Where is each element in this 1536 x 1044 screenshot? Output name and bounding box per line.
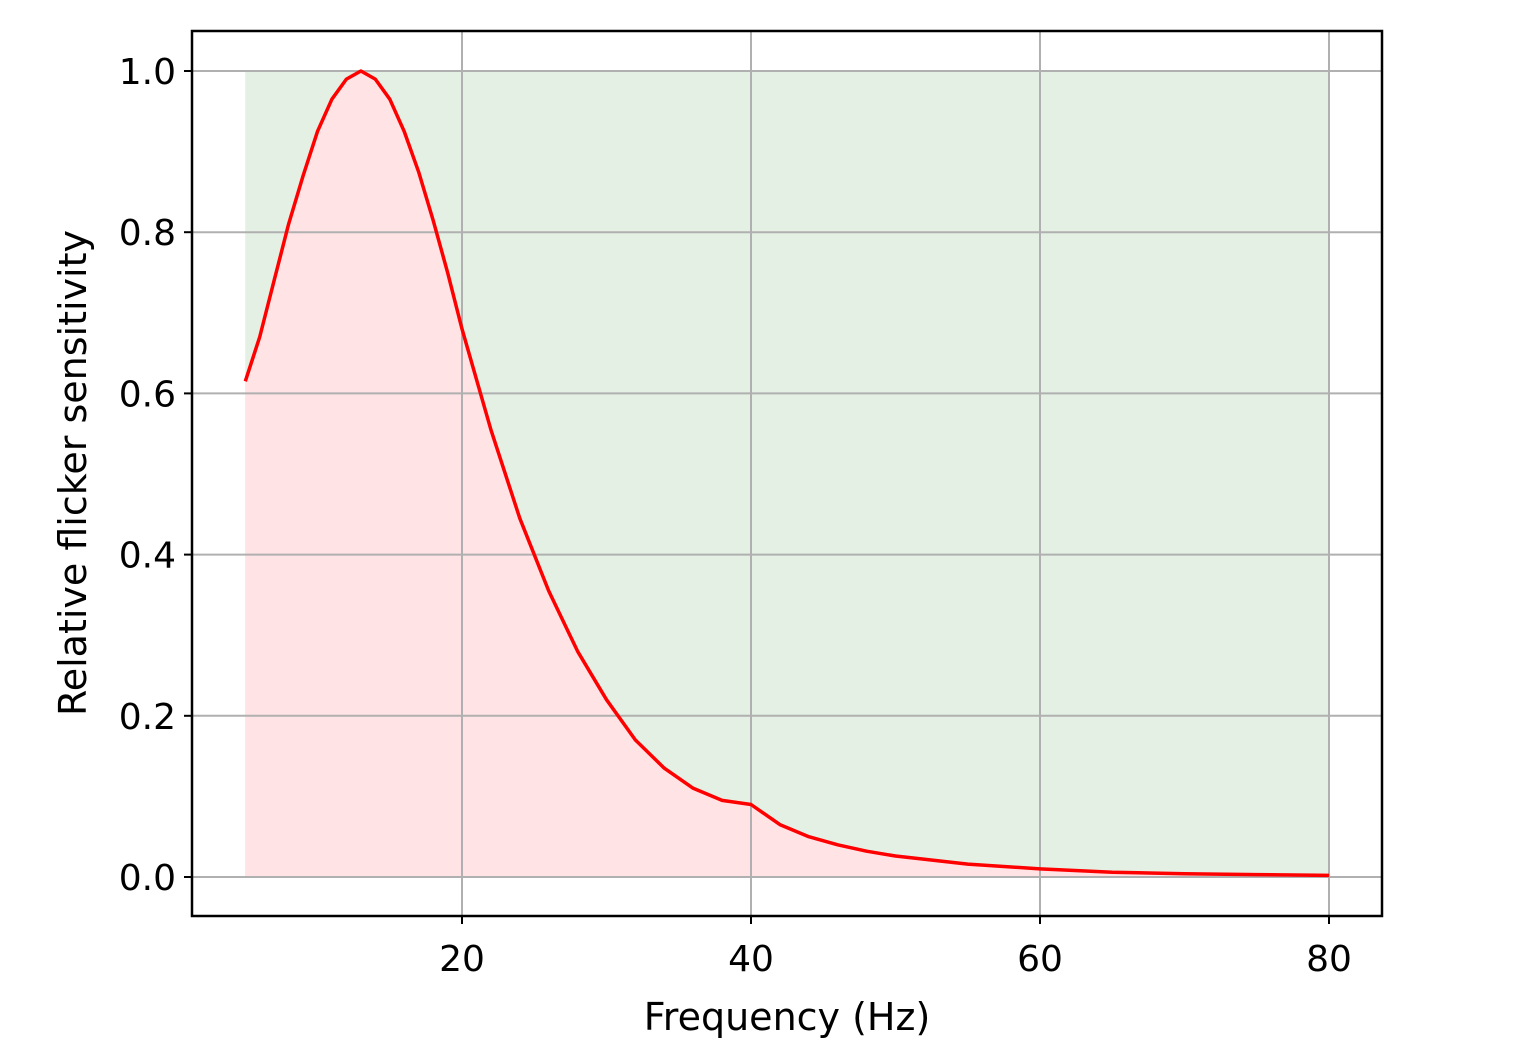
x-tick-label: 20 <box>439 939 485 980</box>
grid-lines <box>192 31 1382 916</box>
y-tick-label: 0.8 <box>119 213 176 254</box>
data-series <box>243 69 1330 878</box>
x-axis-ticks: 20 40 60 80 <box>439 916 1352 980</box>
x-tick-label: 80 <box>1306 939 1352 980</box>
x-axis-label: Frequency (Hz) <box>644 995 931 1039</box>
sensitivity-area-fill <box>245 71 1329 877</box>
y-tick-label: 0.6 <box>119 374 176 415</box>
sensitivity-curve <box>243 69 1330 878</box>
y-axis-ticks: 0.0 0.2 0.4 0.6 0.8 1.0 <box>119 52 192 899</box>
axes-frame <box>190 29 1384 918</box>
y-tick-label: 0.4 <box>119 536 176 577</box>
y-tick-label: 0.2 <box>119 697 176 738</box>
y-tick-label: 0.0 <box>119 858 176 899</box>
x-tick-label: 60 <box>1017 939 1063 980</box>
y-tick-label: 1.0 <box>119 52 176 93</box>
area-fills <box>245 71 1329 877</box>
x-tick-label: 40 <box>728 939 774 980</box>
y-axis-label: Relative flicker sensitivity <box>51 230 95 716</box>
